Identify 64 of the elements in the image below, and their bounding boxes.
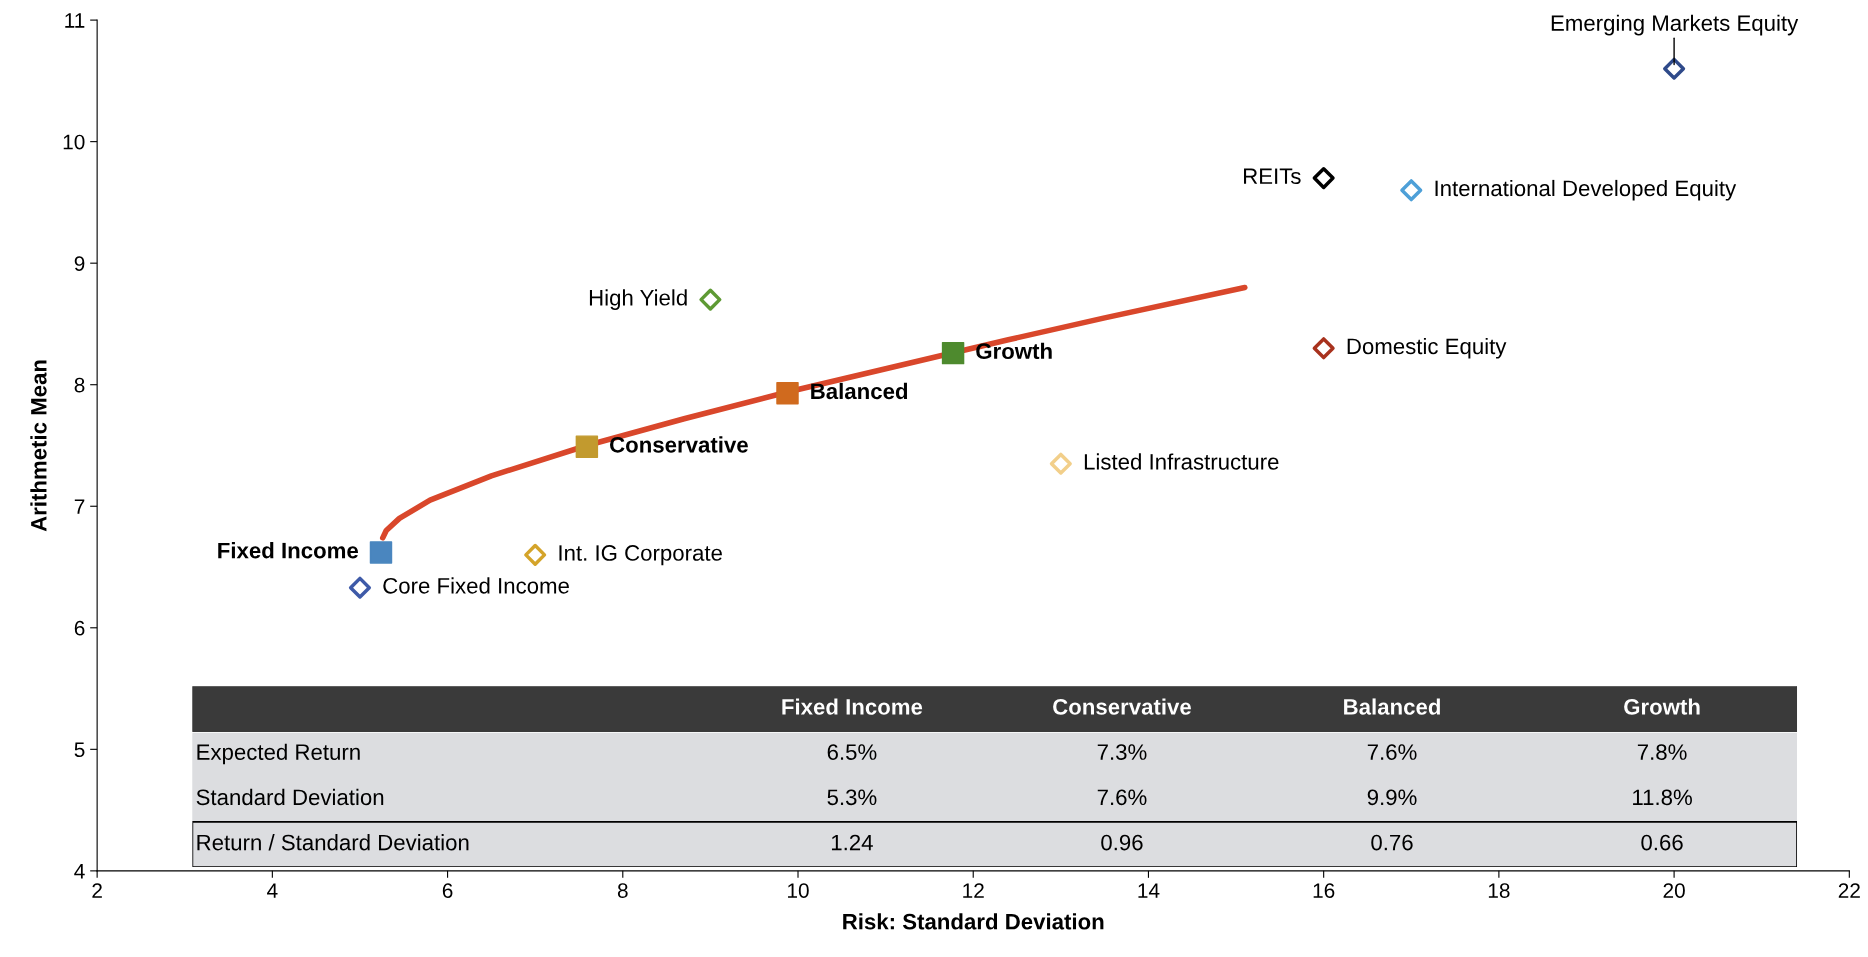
text: 0.76 [1371, 834, 1413, 851]
y-tick-label: 4 [74, 864, 85, 879]
point [348, 576, 372, 599]
x-tick-label: 6 [442, 883, 453, 898]
text: 7.6% [1367, 744, 1417, 760]
text: 0.96 [1101, 834, 1143, 851]
series-label: High Yield [589, 289, 687, 310]
x-axis-title: Risk: Standard Deviation [843, 913, 1104, 930]
series-label: International Developed Equity [1435, 179, 1737, 201]
series-label: Domestic Equity [1347, 337, 1507, 359]
point [699, 288, 722, 311]
category-label: Fixed Income [782, 698, 923, 715]
y-tick-label: 8 [74, 377, 85, 393]
x-tick-label: 18 [1488, 883, 1510, 898]
y-tick-label: 10 [63, 134, 85, 150]
category-label: Expected Return [197, 743, 360, 765]
point [524, 543, 547, 566]
text: 7.3% [1097, 744, 1147, 760]
series-label: Balanced [811, 382, 908, 400]
series-label: REITs [1244, 168, 1301, 185]
series-label: Growth [976, 342, 1052, 360]
x-tick-label: 2 [92, 883, 102, 898]
y-tick-label: 11 [65, 13, 85, 28]
point [1049, 452, 1072, 475]
series-label: Conservative [610, 436, 748, 453]
text: 0.66 [1641, 834, 1683, 851]
x-tick-label: 12 [963, 883, 984, 898]
text: 7.8% [1637, 744, 1687, 760]
series-label: Core Fixed Income [383, 577, 569, 594]
point [575, 435, 599, 458]
category-label: Return / Standard Deviation [197, 834, 469, 851]
category-label: Standard Deviation [196, 788, 384, 806]
category-label: Growth [1624, 698, 1700, 715]
point [1663, 57, 1686, 80]
text: 6.5% [827, 744, 877, 760]
series-label: Int. IG Corporate [559, 545, 722, 566]
point [776, 381, 799, 405]
point [1312, 337, 1335, 360]
y-axis-title: Arithmetic Mean [30, 360, 47, 532]
x-tick-label: 14 [1138, 883, 1160, 898]
point [1400, 179, 1423, 202]
category-label: Balanced [1344, 698, 1440, 715]
y-tick-label: 6 [74, 620, 85, 636]
x-tick-label: 20 [1663, 883, 1685, 898]
category-label: Conservative [1053, 698, 1191, 715]
y-tick-label: 9 [74, 256, 85, 271]
text: 1.24 [831, 834, 873, 851]
point [1312, 167, 1335, 190]
point [941, 341, 965, 365]
y-tick-label: 7 [74, 499, 85, 514]
series-label: Emerging Markets Equity [1551, 14, 1799, 36]
text: 7.6% [1097, 789, 1147, 806]
x-tick-label: 10 [788, 883, 809, 898]
point [369, 541, 393, 564]
text: 9.9% [1367, 789, 1417, 806]
series-label: Listed Infrastructure [1084, 453, 1279, 470]
y-tick-label: 5 [74, 742, 85, 758]
x-tick-label: 4 [267, 883, 278, 898]
x-tick-label: 16 [1313, 883, 1335, 898]
series-label: Fixed Income [218, 542, 359, 559]
text: 11.8% [1633, 789, 1692, 806]
x-tick-label: 22 [1838, 883, 1860, 898]
text: 5.3% [827, 789, 877, 806]
x-tick-label: 8 [617, 883, 628, 898]
